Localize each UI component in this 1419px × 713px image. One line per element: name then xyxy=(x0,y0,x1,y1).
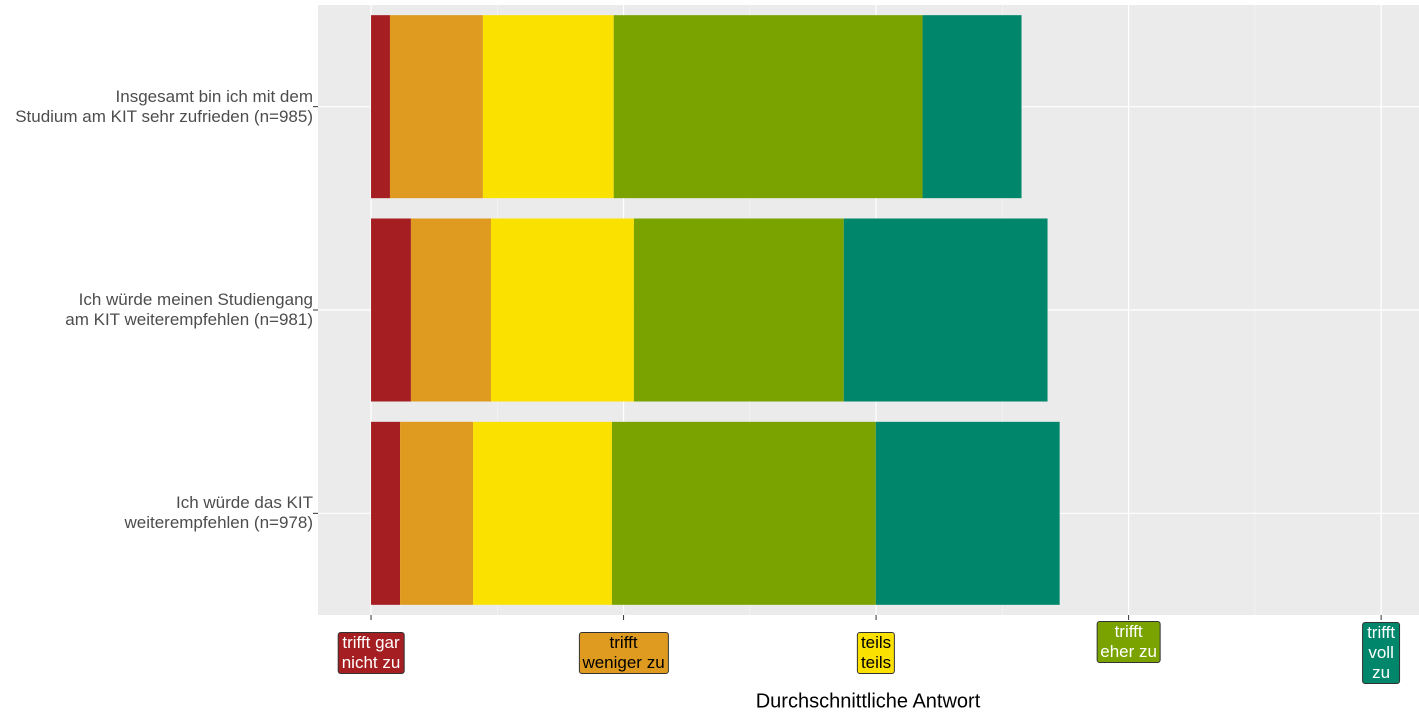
x-tick-label: trifft gar nicht zu xyxy=(337,632,405,674)
bar-segment xyxy=(371,421,401,605)
x-axis-title: Durchschnittliche Antwort xyxy=(755,690,981,713)
bar-segment xyxy=(371,15,390,199)
y-tick-label: Ich würde das KIT weiterempfehlen (n=978… xyxy=(124,493,313,533)
bar-segment xyxy=(410,218,491,402)
bar-segment xyxy=(875,421,1060,605)
bar-segment xyxy=(843,218,1048,402)
bar-segment xyxy=(400,421,474,605)
bar-segment xyxy=(482,15,614,199)
x-tick-label: trifft weniger zu xyxy=(578,632,669,674)
y-tick-label: Ich würde meinen Studiengang am KIT weit… xyxy=(65,290,313,329)
x-tick-label: trifft voll zu xyxy=(1362,622,1401,684)
y-tick-label: Insgesamt bin ich mit dem Studium am KIT… xyxy=(15,86,313,126)
bar-segment xyxy=(389,15,483,199)
bar-segment xyxy=(613,15,923,199)
bar-segment xyxy=(371,218,411,402)
x-tick-label: teils teils xyxy=(856,632,896,674)
bar-segment xyxy=(490,218,634,402)
bar-segment xyxy=(922,15,1022,199)
bar-segment xyxy=(611,421,876,605)
bar-segment xyxy=(473,421,612,605)
x-tick-label: trifft eher zu xyxy=(1096,621,1161,663)
bar-segment xyxy=(633,218,844,402)
